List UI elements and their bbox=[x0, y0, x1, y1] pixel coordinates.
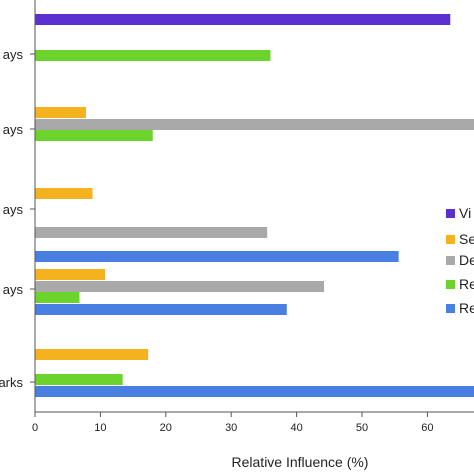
x-tick-label: 50 bbox=[356, 422, 368, 434]
x-tick-labels: 0 10 20 30 40 50 60 bbox=[32, 412, 434, 434]
x-tick-label: 20 bbox=[160, 422, 172, 434]
category-labels: ays ays ays ays arks bbox=[0, 47, 35, 390]
x-axis-title: Relative Influence (%) bbox=[232, 454, 369, 470]
bar bbox=[35, 349, 149, 360]
legend-swatch bbox=[446, 304, 455, 313]
legend-label: Re bbox=[459, 276, 474, 292]
category-label: ays bbox=[3, 47, 24, 62]
bar bbox=[35, 374, 123, 385]
legend-swatch bbox=[446, 209, 455, 218]
bar bbox=[35, 107, 87, 118]
bar bbox=[35, 227, 268, 238]
bar bbox=[35, 119, 474, 130]
x-tick-label: 60 bbox=[421, 422, 433, 434]
category-label: ays bbox=[3, 122, 24, 137]
category-label: ays bbox=[3, 202, 24, 217]
legend-label: Se bbox=[459, 231, 474, 247]
x-tick-label: 0 bbox=[32, 422, 38, 434]
legend: Vi Se De Re Re bbox=[446, 205, 474, 316]
bar bbox=[35, 386, 474, 397]
bar bbox=[35, 130, 153, 141]
legend-label: De bbox=[459, 252, 474, 268]
legend-label: Re bbox=[459, 300, 474, 316]
legend-swatch bbox=[446, 256, 455, 265]
bar bbox=[35, 50, 271, 61]
bar bbox=[35, 281, 325, 292]
legend-label: Vi bbox=[459, 205, 471, 221]
category-label: arks bbox=[0, 375, 23, 390]
bar bbox=[35, 304, 287, 315]
x-axis bbox=[34, 0, 474, 413]
x-tick-label: 30 bbox=[225, 422, 237, 434]
bar bbox=[35, 269, 105, 280]
bar bbox=[35, 188, 93, 199]
bar bbox=[35, 14, 451, 25]
legend-swatch bbox=[446, 235, 455, 244]
x-tick-label: 10 bbox=[94, 422, 106, 434]
x-tick-label: 40 bbox=[290, 422, 302, 434]
legend-swatch bbox=[446, 280, 455, 289]
category-label: ays bbox=[3, 282, 24, 297]
bar bbox=[35, 251, 399, 262]
bar bbox=[35, 292, 80, 303]
bars-layer bbox=[35, 14, 474, 397]
